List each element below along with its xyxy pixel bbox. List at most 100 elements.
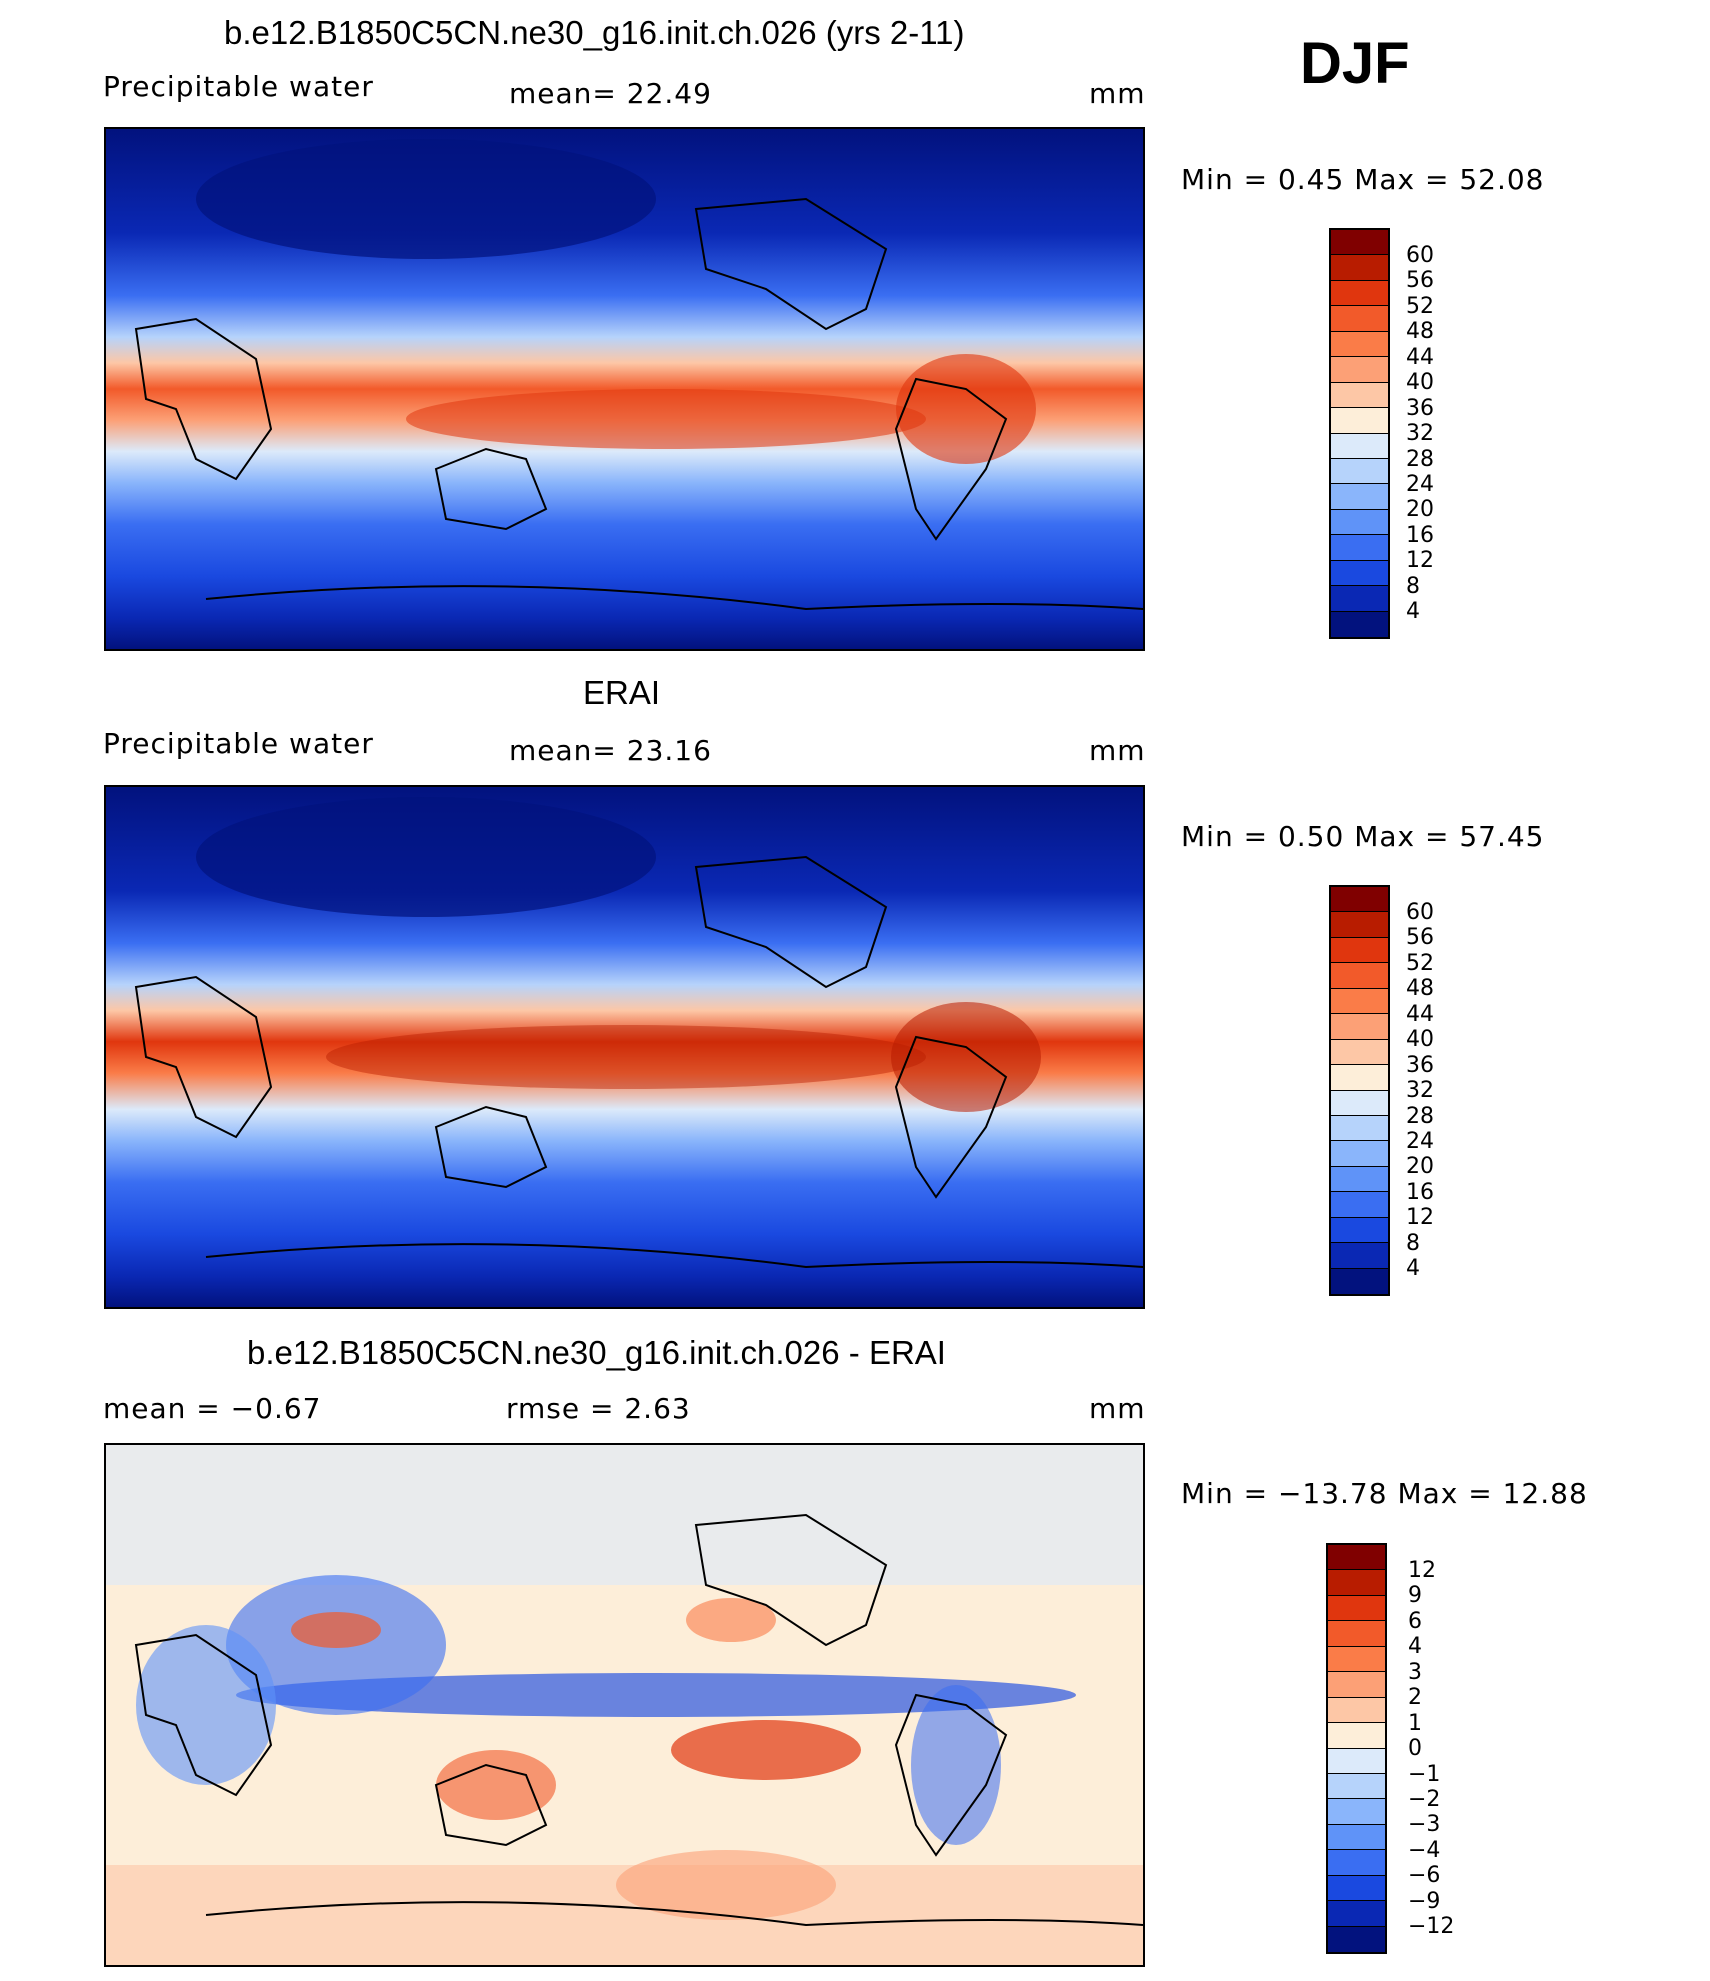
panel3-mean-label: mean = −0.67 bbox=[103, 1392, 322, 1425]
colorbar-cell bbox=[1331, 937, 1388, 964]
colorbar-cell bbox=[1328, 1672, 1385, 1698]
colorbar-cell bbox=[1328, 1646, 1385, 1673]
colorbar-tick-label: 16 bbox=[1406, 522, 1434, 548]
colorbar-cell bbox=[1331, 611, 1388, 637]
colorbar-cell bbox=[1331, 912, 1388, 938]
colorbar-cell bbox=[1328, 1570, 1385, 1596]
colorbar-tick-label: 28 bbox=[1406, 1103, 1434, 1129]
colorbar-tick-label: 4 bbox=[1408, 1634, 1422, 1660]
colorbar-cell bbox=[1331, 535, 1388, 561]
colorbar-tick-label: 56 bbox=[1406, 268, 1434, 294]
colorbar-cell bbox=[1331, 1090, 1388, 1116]
panel1-colorbar-cells bbox=[1331, 230, 1388, 637]
colorbar-cell bbox=[1328, 1799, 1385, 1825]
colorbar-cell bbox=[1328, 1850, 1385, 1876]
colorbar-cell bbox=[1331, 408, 1388, 434]
colorbar-tick-label: 52 bbox=[1406, 293, 1434, 319]
colorbar-tick-label: 52 bbox=[1406, 950, 1434, 976]
panel3-map bbox=[104, 1443, 1145, 1967]
colorbar-tick-label: −4 bbox=[1408, 1837, 1441, 1863]
colorbar-cell bbox=[1331, 433, 1388, 459]
panel1-title: b.e12.B1850C5CN.ne30_g16.init.ch.026 (yr… bbox=[224, 14, 965, 51]
colorbar-tick-label: 48 bbox=[1406, 976, 1434, 1002]
colorbar-cell bbox=[1331, 1217, 1388, 1244]
colorbar-cell bbox=[1331, 1166, 1388, 1193]
panel2-minmax-label: Min = 0.50 Max = 57.45 bbox=[1181, 820, 1545, 853]
colorbar-cell bbox=[1331, 586, 1388, 612]
colorbar-cell bbox=[1331, 963, 1388, 989]
colorbar-tick-label: 8 bbox=[1406, 1230, 1420, 1256]
colorbar-cell bbox=[1328, 1901, 1385, 1927]
colorbar-tick-label: 6 bbox=[1408, 1608, 1422, 1634]
panel1-mean-label: mean= 22.49 bbox=[509, 77, 712, 110]
colorbar-cell bbox=[1331, 306, 1388, 332]
colorbar-cell bbox=[1331, 458, 1388, 485]
colorbar-tick-label: 44 bbox=[1406, 1001, 1434, 1027]
colorbar-cell bbox=[1331, 382, 1388, 409]
colorbar-cell bbox=[1328, 1875, 1385, 1902]
colorbar-cell bbox=[1331, 280, 1388, 307]
colorbar-tick-label: −12 bbox=[1408, 1914, 1455, 1940]
colorbar-tick-label: 20 bbox=[1406, 497, 1434, 523]
panel2-colorbar bbox=[1329, 885, 1390, 1296]
colorbar-cell bbox=[1331, 331, 1388, 358]
panel1-variable-label: Precipitable water bbox=[103, 70, 374, 103]
colorbar-cell bbox=[1328, 1824, 1385, 1851]
colorbar-tick-label: 12 bbox=[1406, 548, 1434, 574]
colorbar-tick-label: −1 bbox=[1408, 1761, 1441, 1787]
colorbar-tick-label: 60 bbox=[1406, 243, 1434, 268]
panel3-units-label: mm bbox=[1089, 1392, 1146, 1425]
colorbar-tick-label: −3 bbox=[1408, 1812, 1441, 1838]
colorbar-cell bbox=[1328, 1773, 1385, 1800]
colorbar-tick-label: −9 bbox=[1408, 1888, 1441, 1914]
colorbar-cell bbox=[1331, 1039, 1388, 1066]
panel3-colorbar bbox=[1326, 1543, 1387, 1954]
colorbar-tick-label: 24 bbox=[1406, 471, 1434, 497]
colorbar-tick-label: 32 bbox=[1406, 1078, 1434, 1104]
colorbar-tick-label: 12 bbox=[1408, 1558, 1436, 1583]
colorbar-tick-label: 4 bbox=[1406, 599, 1420, 625]
panel1-units-label: mm bbox=[1089, 77, 1146, 110]
colorbar-tick-label: −6 bbox=[1408, 1863, 1441, 1889]
colorbar-cell bbox=[1331, 988, 1388, 1015]
colorbar-tick-label: 20 bbox=[1406, 1154, 1434, 1180]
colorbar-tick-label: 60 bbox=[1406, 900, 1434, 925]
colorbar-tick-label: 40 bbox=[1406, 370, 1434, 396]
colorbar-tick-label: 28 bbox=[1406, 446, 1434, 472]
panel2-colorbar-cells bbox=[1331, 887, 1388, 1294]
colorbar-cell bbox=[1331, 357, 1388, 383]
panel3-minmax-label: Min = −13.78 Max = 12.88 bbox=[1181, 1477, 1588, 1510]
colorbar-tick-label: 3 bbox=[1408, 1659, 1422, 1685]
colorbar-tick-label: 2 bbox=[1408, 1685, 1422, 1711]
colorbar-cell bbox=[1328, 1697, 1385, 1724]
panel3-title: b.e12.B1850C5CN.ne30_g16.init.ch.026 - E… bbox=[247, 1334, 946, 1371]
panel2-units-label: mm bbox=[1089, 734, 1146, 767]
colorbar-cell bbox=[1331, 1065, 1388, 1091]
colorbar-cell bbox=[1331, 1268, 1388, 1294]
colorbar-cell bbox=[1331, 1192, 1388, 1218]
colorbar-cell bbox=[1328, 1723, 1385, 1749]
panel1-map bbox=[104, 127, 1145, 651]
colorbar-tick-label: 9 bbox=[1408, 1583, 1422, 1609]
colorbar-cell bbox=[1328, 1621, 1385, 1647]
colorbar-cell bbox=[1331, 509, 1388, 536]
colorbar-tick-label: 56 bbox=[1406, 925, 1434, 951]
colorbar-tick-label: 24 bbox=[1406, 1128, 1434, 1154]
colorbar-cell bbox=[1328, 1545, 1385, 1571]
panel2-map bbox=[104, 785, 1145, 1309]
colorbar-tick-label: 44 bbox=[1406, 344, 1434, 370]
colorbar-tick-label: 8 bbox=[1406, 573, 1420, 599]
panel1-minmax-label: Min = 0.45 Max = 52.08 bbox=[1181, 163, 1545, 196]
colorbar-cell bbox=[1331, 484, 1388, 510]
panel3-colorbar-cells bbox=[1328, 1545, 1385, 1952]
colorbar-tick-label: 4 bbox=[1406, 1256, 1420, 1282]
colorbar-cell bbox=[1331, 1141, 1388, 1167]
colorbar-cell bbox=[1328, 1748, 1385, 1774]
colorbar-tick-label: 48 bbox=[1406, 319, 1434, 345]
colorbar-cell bbox=[1331, 255, 1388, 281]
colorbar-tick-label: 40 bbox=[1406, 1027, 1434, 1053]
panel2-mean-label: mean= 23.16 bbox=[509, 734, 712, 767]
colorbar-tick-label: 12 bbox=[1406, 1205, 1434, 1231]
colorbar-cell bbox=[1328, 1595, 1385, 1622]
colorbar-tick-label: 16 bbox=[1406, 1179, 1434, 1205]
